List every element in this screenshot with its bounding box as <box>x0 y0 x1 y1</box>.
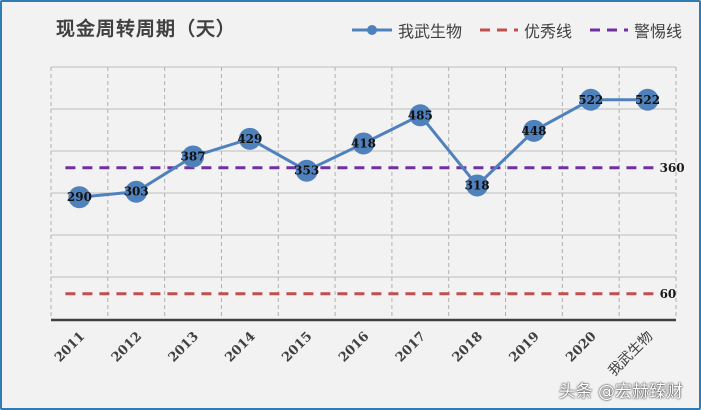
data-label: 522 <box>578 93 603 107</box>
data-point-marker <box>182 145 205 168</box>
dashed-line-icon <box>480 28 519 32</box>
data-label: 485 <box>408 108 433 122</box>
line-marker-icon <box>352 25 392 35</box>
data-point-marker <box>68 186 91 209</box>
data-point-marker <box>352 132 375 155</box>
legend-item-company: 我武生物 <box>350 18 462 42</box>
x-axis-label: 2011 <box>52 329 88 365</box>
data-point-marker <box>125 180 148 203</box>
data-label: 318 <box>465 178 490 192</box>
legend-label-excellent: 优秀线 <box>524 22 573 41</box>
reference-lines: 60 360 <box>65 161 685 301</box>
data-point-marker <box>409 104 432 127</box>
dashed-line-icon <box>590 28 629 32</box>
data-point-marker <box>579 88 602 111</box>
data-label: 387 <box>181 149 206 163</box>
data-point-marker <box>522 119 545 142</box>
data-point-marker <box>295 159 318 182</box>
gridlines <box>50 66 677 322</box>
x-axis-label: 2014 <box>222 329 258 365</box>
x-axis-label: 2015 <box>279 329 315 365</box>
data-label: 290 <box>67 190 92 204</box>
watermark: 头条 @宏赫臻财 <box>558 382 683 402</box>
chart-title: 现金周转周期（天） <box>56 18 237 40</box>
legend-label-warning: 警惕线 <box>634 22 683 41</box>
x-axis-label: 我武生物 <box>606 329 657 380</box>
data-label: 303 <box>124 185 149 199</box>
legend-label-company: 我武生物 <box>398 22 463 41</box>
x-axis-label: 2012 <box>109 329 145 365</box>
legend-item-warning: 警惕线 <box>586 18 682 42</box>
x-axis-label: 2016 <box>336 329 372 365</box>
reference-line-label: 360 <box>660 161 685 175</box>
data-label: 429 <box>237 132 262 146</box>
data-point-marker <box>636 88 659 111</box>
x-axis-label: 2018 <box>450 329 486 365</box>
data-label: 448 <box>521 124 546 138</box>
data-label: 418 <box>351 136 376 150</box>
x-axis-label: 2013 <box>166 329 202 365</box>
data-label: 353 <box>294 164 319 178</box>
x-axis-label: 2020 <box>563 329 599 365</box>
x-axis-labels: 2011 2012 2013 2014 2015 2016 2017 2018 2019 2020… <box>52 329 656 380</box>
data-label: 522 <box>635 93 660 107</box>
legend: 我武生物 优秀线 警惕线 <box>350 18 696 42</box>
data-series: 290 303 387 429 353 418 485 318 448 522 522 <box>67 88 660 209</box>
data-point-marker <box>466 174 489 197</box>
legend-item-excellent: 优秀线 <box>476 18 572 42</box>
x-axis-label: 2017 <box>393 329 429 365</box>
data-point-marker <box>238 127 261 150</box>
reference-line-label: 60 <box>660 287 677 301</box>
x-axis-label: 2019 <box>507 329 543 365</box>
